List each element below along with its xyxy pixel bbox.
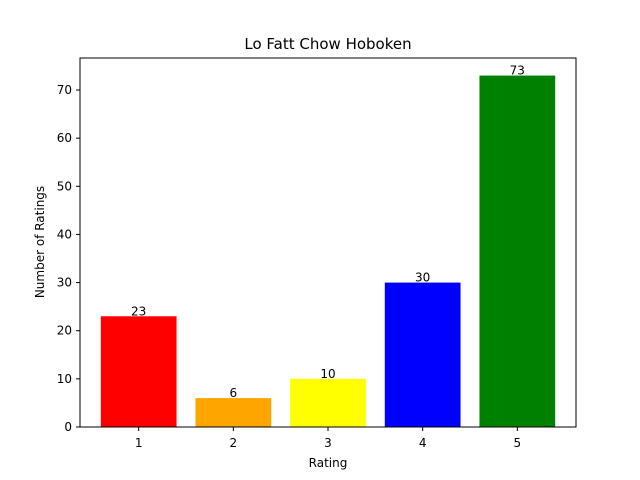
bar-rating-4 bbox=[384, 282, 461, 427]
x-tick-label: 4 bbox=[419, 436, 427, 450]
bars-group bbox=[100, 75, 556, 428]
data-label-rating-1: 23 bbox=[131, 304, 146, 318]
x-tick-label: 1 bbox=[135, 436, 143, 450]
bar-rating-5 bbox=[479, 75, 556, 428]
x-tick-label: 3 bbox=[324, 436, 332, 450]
data-label-rating-2: 6 bbox=[230, 386, 238, 400]
x-tick-label: 2 bbox=[230, 436, 238, 450]
y-tick-label: 40 bbox=[57, 227, 72, 241]
y-tick-label: 70 bbox=[57, 83, 72, 97]
y-tick-label: 10 bbox=[57, 372, 72, 386]
y-tick-label: 20 bbox=[57, 324, 72, 338]
x-tick-label: 5 bbox=[513, 436, 521, 450]
y-tick-label: 0 bbox=[64, 420, 72, 434]
data-labels-group: 23 6 10 30 73 bbox=[131, 64, 525, 401]
x-axis-label: Rating bbox=[309, 456, 348, 470]
y-tick-label: 30 bbox=[57, 276, 72, 290]
y-tick-label: 60 bbox=[57, 131, 72, 145]
y-axis-label: Number of Ratings bbox=[33, 186, 47, 298]
x-axis-ticks: 1 2 3 4 5 bbox=[135, 427, 521, 450]
bar-rating-2 bbox=[195, 398, 272, 427]
y-tick-label: 50 bbox=[57, 179, 72, 193]
data-label-rating-5: 73 bbox=[510, 64, 525, 78]
chart-title: Lo Fatt Chow Hoboken bbox=[244, 35, 411, 53]
bar-rating-1 bbox=[100, 316, 177, 427]
data-label-rating-3: 10 bbox=[320, 367, 335, 381]
data-label-rating-4: 30 bbox=[415, 271, 430, 285]
y-axis-ticks: 0 10 20 30 40 50 60 70 bbox=[57, 83, 80, 434]
bar-rating-3 bbox=[290, 378, 366, 427]
